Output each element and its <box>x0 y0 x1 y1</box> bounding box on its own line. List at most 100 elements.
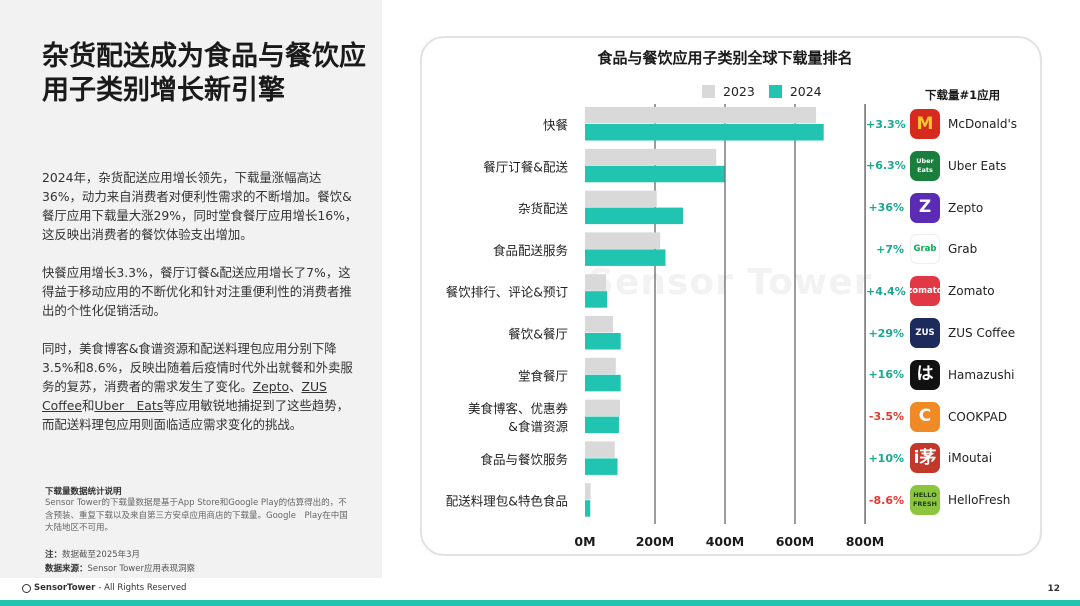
mcdonalds-logo-icon: M <box>910 109 940 139</box>
bar-2023-3 <box>585 232 661 249</box>
growth-label: +3.3% <box>866 117 906 131</box>
chart-title: 食品与餐饮应用子类别全球下载量排名 <box>597 49 853 67</box>
app-name: Zepto <box>948 200 984 215</box>
paragraph-1: 2024年，杂货配送应用增长领先，下载量涨幅高达36%，动力来自消费者对便利性需… <box>42 170 358 242</box>
bar-2024-0 <box>585 124 824 141</box>
bar-2024-3 <box>585 249 666 266</box>
page-title: 杂货配送成为食品与餐饮应用子类别增长新引擎 <box>42 41 366 106</box>
legend-item-2024: 2024 <box>768 84 822 99</box>
growth-label: +4.4% <box>866 284 906 298</box>
bar-2024-4 <box>585 291 608 308</box>
bar-2024-9 <box>585 500 591 517</box>
top-app-row-zomato: +4.4% zomato Zomato <box>866 276 995 307</box>
uber-eats-link[interactable]: Uber Eats <box>94 398 164 413</box>
growth-label: +7% <box>876 242 904 256</box>
app-name: Zomato <box>948 284 995 299</box>
x-tick-label: 600M <box>776 534 815 549</box>
left-panel <box>0 0 382 578</box>
note-text: 数据截至2025年3月 <box>62 550 141 560</box>
x-tick-label: 400M <box>706 534 745 549</box>
sensor-tower-logo-icon <box>22 583 31 593</box>
app-name: COOKPAD <box>948 409 1008 424</box>
app-name: ZUS Coffee <box>948 326 1016 340</box>
source-text: Sensor Tower应用表现洞察 <box>87 564 195 574</box>
bar-2024-5 <box>585 333 621 350</box>
footer-rights: - All Rights Reserved <box>98 583 187 593</box>
growth-label: +29% <box>868 326 904 340</box>
growth-label: -8.6% <box>868 493 904 507</box>
source-label: 数据来源： <box>45 564 88 574</box>
top-app-row-uber-eats: +6.3% Uber Eats Uber Eats <box>866 150 1007 181</box>
bar-2024-7 <box>585 416 619 434</box>
zepto-link[interactable]: Zepto <box>252 379 290 394</box>
bar-2024-1 <box>585 165 725 183</box>
footer-logo: SensorTower - All Rights Reserved <box>22 583 186 593</box>
top-app-row-mcdonald-s: +3.3% M McDonald's <box>866 109 1017 139</box>
app-name: HelloFresh <box>948 493 1011 508</box>
legend-swatch-2024 <box>768 85 782 98</box>
category-label: 美食博客、优惠券 <box>468 401 569 416</box>
uber-eats-logo-icon: Uber Eats <box>910 150 940 181</box>
top-app-header: 下载量#1应用 <box>925 88 1001 102</box>
growth-label: -3.5% <box>868 410 904 424</box>
hellofresh-logo-icon: HELLO FRESH <box>910 485 940 516</box>
watermark: Sensor Tower <box>588 262 873 303</box>
note-label: 注： <box>45 550 63 560</box>
top-app-row-grab: +7% Grab Grab <box>866 234 978 265</box>
notes-body: Sensor Tower的下载量数据是基于App Store和Google Pl… <box>45 498 348 533</box>
grab-logo-icon: Grab <box>910 234 940 265</box>
top-app-row-cookpad: -3.5% C COOKPAD <box>866 401 1008 432</box>
category-label: 杂货配送 <box>518 201 569 216</box>
paragraph-3-text-b: 等应用敏锐地捕捉到了这些趋势，而配送料理包应用则面临适应需求变化的挑战。 <box>42 398 350 432</box>
category-label: 餐厅订餐&配送 <box>483 159 568 174</box>
source-line: 数据来源：Sensor Tower应用表现洞察 <box>45 562 195 574</box>
growth-label: +16% <box>868 368 904 382</box>
legend-swatch-2023 <box>702 85 715 98</box>
bar-2024-2 <box>585 207 683 225</box>
app-name: McDonald's <box>948 117 1017 131</box>
page-number: 12 <box>1047 584 1060 594</box>
bar-2023-5 <box>585 316 613 333</box>
paragraph-2: 快餐应用增长3.3%，餐厅订餐&配送应用增长了7%，这得益于移动应用的不断优化和… <box>42 265 352 318</box>
category-label: 快餐 <box>543 118 569 133</box>
growth-label: +10% <box>868 451 904 465</box>
growth-label: +6.3% <box>866 159 906 173</box>
footer-logo-text: SensorTower <box>34 583 96 593</box>
zus-coffee-logo-icon: ZUS <box>910 318 940 348</box>
bar-2023-8 <box>585 441 615 458</box>
bar-2023-6 <box>585 357 616 375</box>
bar-2023-2 <box>585 190 657 208</box>
x-tick-label: 200M <box>636 534 675 549</box>
zomato-logo-icon: zomato <box>910 276 940 307</box>
top-app-row-hellofresh: -8.6% HELLO FRESH HelloFresh <box>866 485 1011 516</box>
app-name: Uber Eats <box>948 158 1007 173</box>
paragraph-3: 同时，美食博客&食谱资源和配送料理包应用分别下降3.5%和8.6%，反映出随着后… <box>42 339 360 434</box>
app-name: iMoutai <box>948 451 993 466</box>
hamazushi-logo-icon: は <box>910 359 940 390</box>
bar-2023-7 <box>585 399 620 417</box>
legend-label-2024: 2024 <box>789 84 822 99</box>
bar-2024-6 <box>585 374 621 392</box>
app-name: Grab <box>948 242 978 257</box>
category-label: &食谱资源 <box>508 419 568 434</box>
x-tick-label: 0M <box>574 534 595 549</box>
chart-legend: 2023 2024 <box>702 84 836 99</box>
bar-2023-1 <box>585 148 717 166</box>
category-label: 堂食餐厅 <box>518 368 568 383</box>
category-label: 食品配送服务 <box>493 243 568 258</box>
category-label: 配送料理包&特色食品 <box>446 494 568 509</box>
category-label: 餐饮排行、评论&预订 <box>446 285 568 300</box>
paragraph-3-text-a: 同时，美食博客&食谱资源和配送料理包应用分别下降3.5%和8.6%，反映出随着后… <box>42 341 353 394</box>
x-tick-label: 800M <box>846 534 885 549</box>
app-name: Hamazushi <box>948 367 1015 382</box>
legend-label-2023: 2023 <box>723 84 755 99</box>
bar-2023-9 <box>585 483 591 500</box>
growth-label: +36% <box>868 201 904 215</box>
paragraph-3-and: 和 <box>82 398 95 413</box>
bar-2023-0 <box>585 107 816 124</box>
zus-coffee-link[interactable]: ZUS Coffee <box>42 379 327 413</box>
category-label: 餐饮&餐厅 <box>508 327 568 342</box>
zepto-logo-icon: Z <box>910 192 940 223</box>
cookpad-logo-icon: C <box>910 401 940 432</box>
bottom-accent-bar <box>0 600 1080 606</box>
